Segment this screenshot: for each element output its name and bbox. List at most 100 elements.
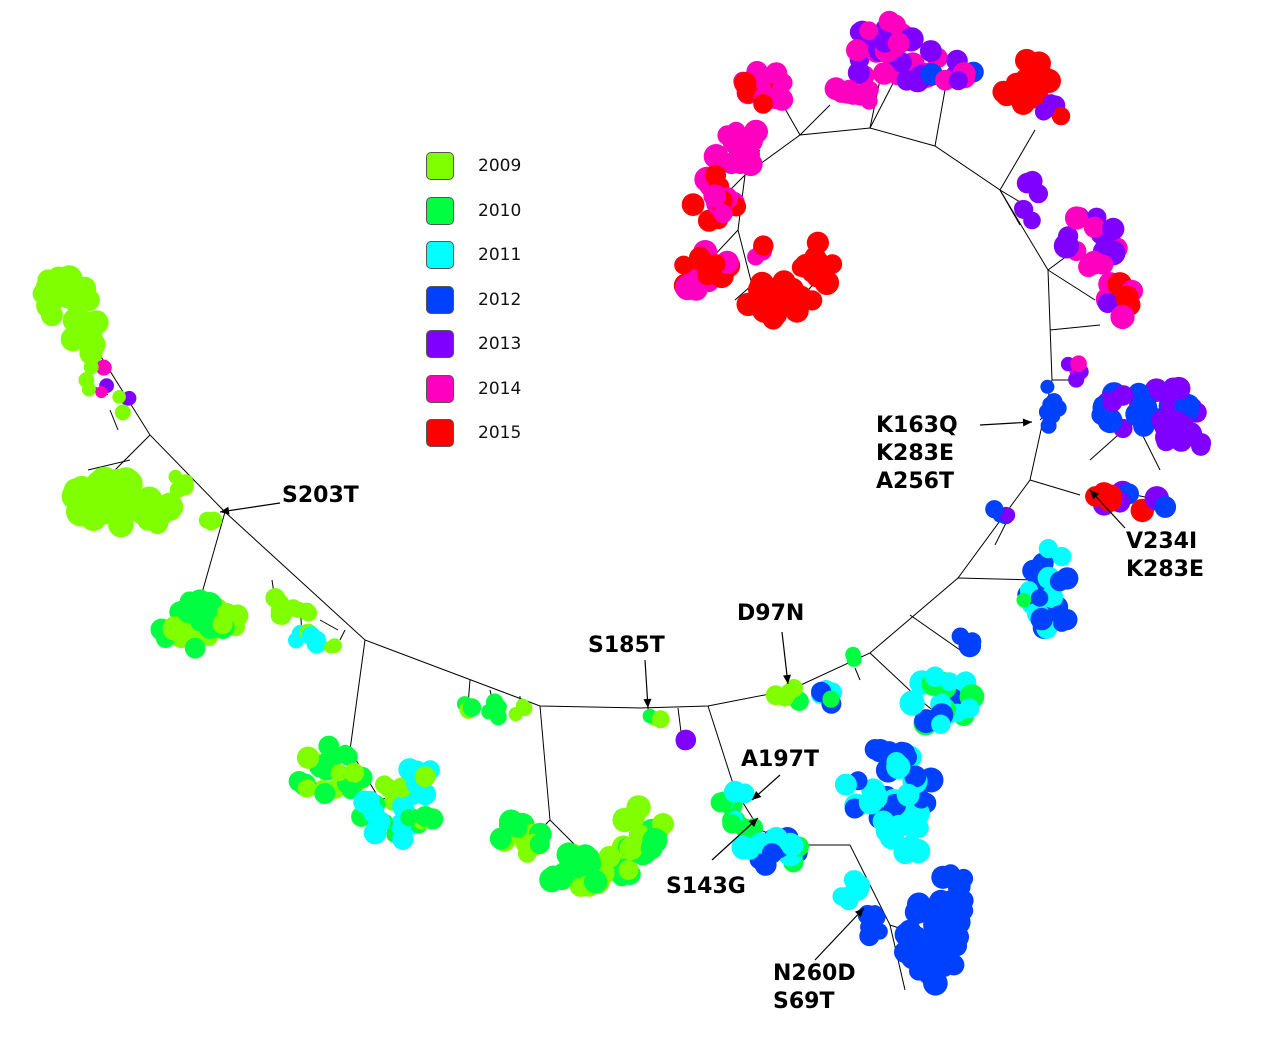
tree-tip-node (508, 707, 523, 722)
tree-tip-node (489, 827, 512, 850)
tree-tip-node (142, 495, 168, 522)
mutation-label-s203t: S203T (282, 483, 359, 508)
tree-tip-node (724, 780, 746, 803)
tree-tip-node (301, 626, 321, 646)
tree-tip-node (899, 690, 925, 716)
tree-tip-node (744, 119, 768, 144)
tree-branch (1047, 269, 1096, 301)
tree-tip-node (296, 746, 320, 769)
tree-tip-node (1155, 425, 1178, 449)
tree-tip-node (95, 386, 108, 399)
tree-tip-node (1070, 355, 1087, 373)
tree-tip-node (314, 783, 336, 805)
arrowhead (752, 791, 762, 800)
tree-tip-node (905, 838, 931, 864)
legend-label: 2011 (478, 245, 522, 265)
annotation-arrow (814, 907, 865, 961)
arrowhead (220, 506, 230, 515)
tree-tip-node (66, 496, 96, 527)
tree-tip-node (896, 783, 920, 807)
tree-tip-node (83, 359, 99, 375)
tree-tip-node (924, 666, 946, 687)
tree-tip-node (583, 870, 608, 894)
tree-tip-node (851, 87, 870, 106)
tree-tip-node (343, 762, 365, 783)
tree-tip-node (1083, 216, 1106, 238)
tree-tip-node (846, 870, 864, 888)
tree-tip-node (847, 61, 871, 84)
mutation-label-d97n: D97N (737, 601, 804, 626)
tree-tip-node (1098, 484, 1123, 508)
arrowhead (643, 698, 652, 708)
tree-branch (854, 667, 861, 681)
tree-tip-node (864, 739, 886, 760)
tree-tip-node (952, 890, 974, 911)
annotation-arrows (219, 418, 1126, 961)
tree-branch (109, 409, 119, 431)
tree-tip-node (689, 246, 711, 269)
tree-tip-node (336, 744, 354, 762)
tree-tip-node (1051, 106, 1071, 126)
legend-swatch (426, 285, 454, 314)
tree-tip-node (943, 954, 965, 976)
tree-tip-node (1110, 304, 1135, 330)
tree-tip-node (204, 511, 223, 529)
tree-tip-node (674, 255, 693, 275)
tree-tip-node (1005, 72, 1027, 94)
tree-tip-node (736, 292, 760, 317)
tree-tip-node (56, 265, 83, 292)
tree-tip-node (85, 470, 115, 499)
tree-tip-node (87, 496, 117, 525)
mutation-label-n260d: S69T (773, 989, 834, 1014)
tree-tip-node (928, 893, 953, 918)
tree-tip-node (894, 922, 919, 947)
tree-tip-node (734, 72, 757, 95)
tree-tip-node (942, 916, 964, 937)
mutation-label-s185t: S185T (588, 633, 665, 658)
tree-tip-node (959, 698, 980, 719)
tree-tip-node (1056, 609, 1078, 631)
legend-label: 2012 (478, 289, 522, 310)
tree-branch (199, 511, 226, 601)
tree-tip-node (738, 144, 761, 166)
tree-tip-node (868, 908, 886, 927)
tree-tip-node (368, 810, 391, 833)
tree-tip-node (941, 864, 961, 884)
tree-tip-node (40, 304, 63, 327)
tree-tip-node (529, 834, 550, 855)
tree-tip-node (414, 806, 436, 827)
tree-tip-node (1177, 421, 1203, 447)
tree-tip-node (713, 204, 733, 224)
tree-tip-node (1023, 87, 1044, 109)
tree-tip-node (462, 698, 482, 717)
tree-tip-node (626, 795, 651, 820)
tree-tip-node (903, 818, 924, 840)
tree-tip-node (400, 809, 418, 827)
tree-branch (1049, 324, 1101, 331)
tree-tip-node (705, 148, 726, 169)
tree-tip-node (948, 71, 968, 91)
tree-tip-node (169, 481, 187, 499)
arrowhead (748, 818, 758, 828)
tree-tip-node (341, 781, 360, 800)
tree-tip-node (114, 404, 131, 421)
tree-branch (999, 129, 1036, 191)
tree-tip-node (162, 616, 188, 641)
tree-tip-node (703, 184, 727, 208)
legend-swatch (426, 241, 454, 269)
mutation-label-k163q: A256T (876, 469, 954, 494)
mutation-label-s143g: S143G (666, 874, 746, 899)
tree-tip-node (618, 860, 639, 880)
tree-branch (707, 705, 736, 791)
tree-tip-node (1045, 409, 1061, 424)
tree-tip-node (824, 77, 848, 101)
legend-swatch (426, 330, 454, 358)
tree-tip-node (834, 773, 857, 796)
tree-tip-node (1030, 607, 1053, 631)
tree-tip-node (1033, 69, 1054, 89)
tree-branch (349, 639, 366, 751)
annotation-arrow (711, 817, 759, 861)
tree-tip-node (822, 690, 840, 708)
tree-tip-node (1016, 592, 1032, 608)
